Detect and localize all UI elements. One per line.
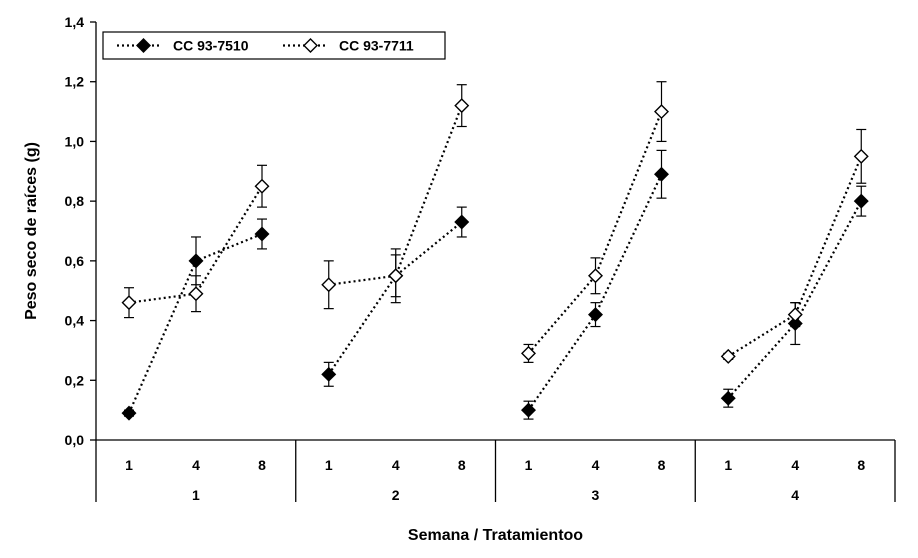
data-point xyxy=(321,366,337,382)
series-cc-93-7510 xyxy=(121,149,869,421)
series-line xyxy=(727,155,863,358)
data-point xyxy=(254,178,270,194)
x-group-label: 2 xyxy=(392,487,400,503)
data-point xyxy=(654,104,669,120)
data-point xyxy=(121,295,137,311)
data-point xyxy=(521,402,536,418)
data-point xyxy=(853,193,869,209)
x-tick-label: 4 xyxy=(592,457,600,473)
data-point xyxy=(588,268,603,284)
y-tick-label: 1,0 xyxy=(65,133,85,149)
data-point xyxy=(188,253,204,269)
data-point xyxy=(254,226,270,242)
data-point xyxy=(388,268,404,284)
series-line xyxy=(128,185,263,304)
y-axis-title: Peso seco de raíces (g) xyxy=(23,142,40,320)
series-line xyxy=(727,200,863,399)
series-line xyxy=(327,221,463,375)
x-tick-label: 1 xyxy=(724,457,732,473)
x-tick-label: 1 xyxy=(325,457,333,473)
x-tick-label: 4 xyxy=(791,457,799,473)
y-tick-label: 0,2 xyxy=(65,372,85,388)
data-point xyxy=(720,390,736,406)
legend-label-cc-93-7510: CC 93-7510 xyxy=(173,38,249,54)
legend-box xyxy=(102,31,446,60)
data-point xyxy=(654,166,669,182)
series-layer xyxy=(121,81,869,421)
x-tick-label: 8 xyxy=(458,457,466,473)
x-axis-ticks: 1 4 811 4 821 4 831 4 84 xyxy=(125,457,865,503)
x-tick-label: 4 xyxy=(192,457,200,473)
y-tick-label: 0,6 xyxy=(65,253,85,269)
x-tick-label: 8 xyxy=(857,457,865,473)
x-group-label: 4 xyxy=(791,487,799,503)
legend: CC 93-7510 CC 93-7711 xyxy=(102,31,446,60)
data-point xyxy=(454,214,470,230)
series-line xyxy=(527,111,663,355)
data-point xyxy=(454,98,470,114)
data-point xyxy=(188,286,204,302)
legend-marker xyxy=(303,38,318,53)
x-tick-label: 8 xyxy=(658,457,666,473)
data-point xyxy=(321,277,337,293)
y-tick-label: 0,4 xyxy=(65,313,85,329)
y-axis-ticks: 0,0 0,2 0,4 0,6 0,8 1,0 1,2 1,4 xyxy=(65,14,96,448)
series-cc-93-7711 xyxy=(121,81,869,364)
data-point xyxy=(787,307,803,323)
x-axis-title: Semana / Tratamientoo xyxy=(408,527,583,544)
y-tick-label: 0,8 xyxy=(65,193,85,209)
y-tick-label: 1,2 xyxy=(65,74,85,90)
x-tick-label: 8 xyxy=(258,457,266,473)
axes xyxy=(95,22,896,502)
data-point xyxy=(853,148,869,164)
data-point xyxy=(521,345,536,361)
x-group-label: 3 xyxy=(591,487,599,503)
data-point xyxy=(588,307,603,323)
x-tick-label: 1 xyxy=(125,457,133,473)
y-tick-label: 0,0 xyxy=(65,432,85,448)
data-point xyxy=(720,348,736,364)
x-tick-label: 1 xyxy=(525,457,533,473)
y-tick-label: 1,4 xyxy=(65,14,85,30)
data-point xyxy=(121,405,137,421)
legend-label-cc-93-7711: CC 93-7711 xyxy=(339,38,414,54)
legend-marker xyxy=(136,38,151,53)
x-tick-label: 4 xyxy=(392,457,400,473)
x-group-label: 1 xyxy=(192,487,200,503)
